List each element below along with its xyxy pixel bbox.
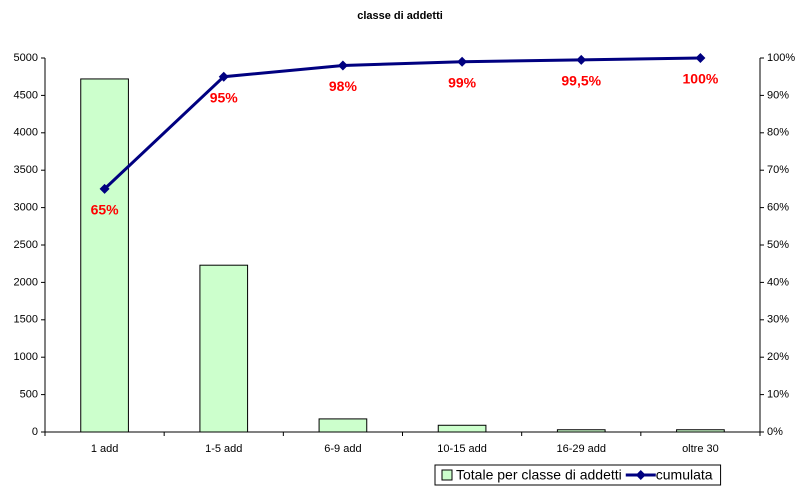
y2-tick-label: 100% [767,52,795,64]
y2-tick-label: 70% [767,164,789,176]
data-label: 98% [329,78,358,94]
data-label: 100% [683,71,719,87]
marker [695,53,706,63]
marker [99,183,110,194]
data-label: 99,5% [561,73,601,89]
y2-tick-label: 80% [767,127,789,139]
marker [218,71,229,82]
y2-tick-label: 20% [767,351,789,363]
y2-tick-label: 90% [767,89,789,101]
y-tick-label: 500 [20,389,38,401]
y2-tick-label: 40% [767,276,789,288]
legend-marker [635,470,646,480]
y-tick-label: 2500 [14,239,38,251]
x-tick-label: 6-9 add [324,443,361,455]
data-label: 95% [210,89,239,105]
legend: Totale per classe di addetti cumulata [434,464,722,486]
y2-tick-label: 10% [767,389,789,401]
bar [556,429,606,433]
y-tick-label: 5000 [14,52,38,64]
x-tick-label: oltre 30 [682,443,719,455]
legend-box [434,464,722,486]
y-tick-label: 3500 [14,164,38,176]
bar [437,424,487,433]
y-tick-label: 3000 [14,202,38,214]
marker [457,56,468,67]
x-tick-label: 10-15 add [437,443,487,455]
chart-title: classe di addetti [357,10,443,22]
y2-tick-label: 30% [767,314,789,326]
data-label: 99% [448,74,477,90]
y-tick-label: 2000 [14,276,38,288]
line [103,56,701,190]
data-label: 65% [91,202,120,218]
bar [318,418,368,433]
y-tick-label: 4500 [14,89,38,101]
x-tick-label: 1-5 add [205,443,242,455]
x-tick-label: 16-29 add [556,443,606,455]
y-tick-label: 1500 [14,314,38,326]
bar [80,78,129,433]
y-tick-label: 0 [32,426,38,438]
legend-swatch [441,469,453,481]
bar [199,264,249,433]
x-tick-label: 1 add [91,443,119,455]
y2-tick-label: 50% [767,239,789,251]
y2-tick-label: 60% [767,202,789,214]
legend-label: Totale per classe di addetti [456,467,622,483]
legend-label: cumulata [656,467,713,483]
y2-tick-label: 0% [767,426,783,438]
y-tick-label: 1000 [14,351,38,363]
marker [576,54,587,65]
bar [676,429,725,433]
y-tick-label: 4000 [14,127,38,139]
marker [337,60,348,71]
